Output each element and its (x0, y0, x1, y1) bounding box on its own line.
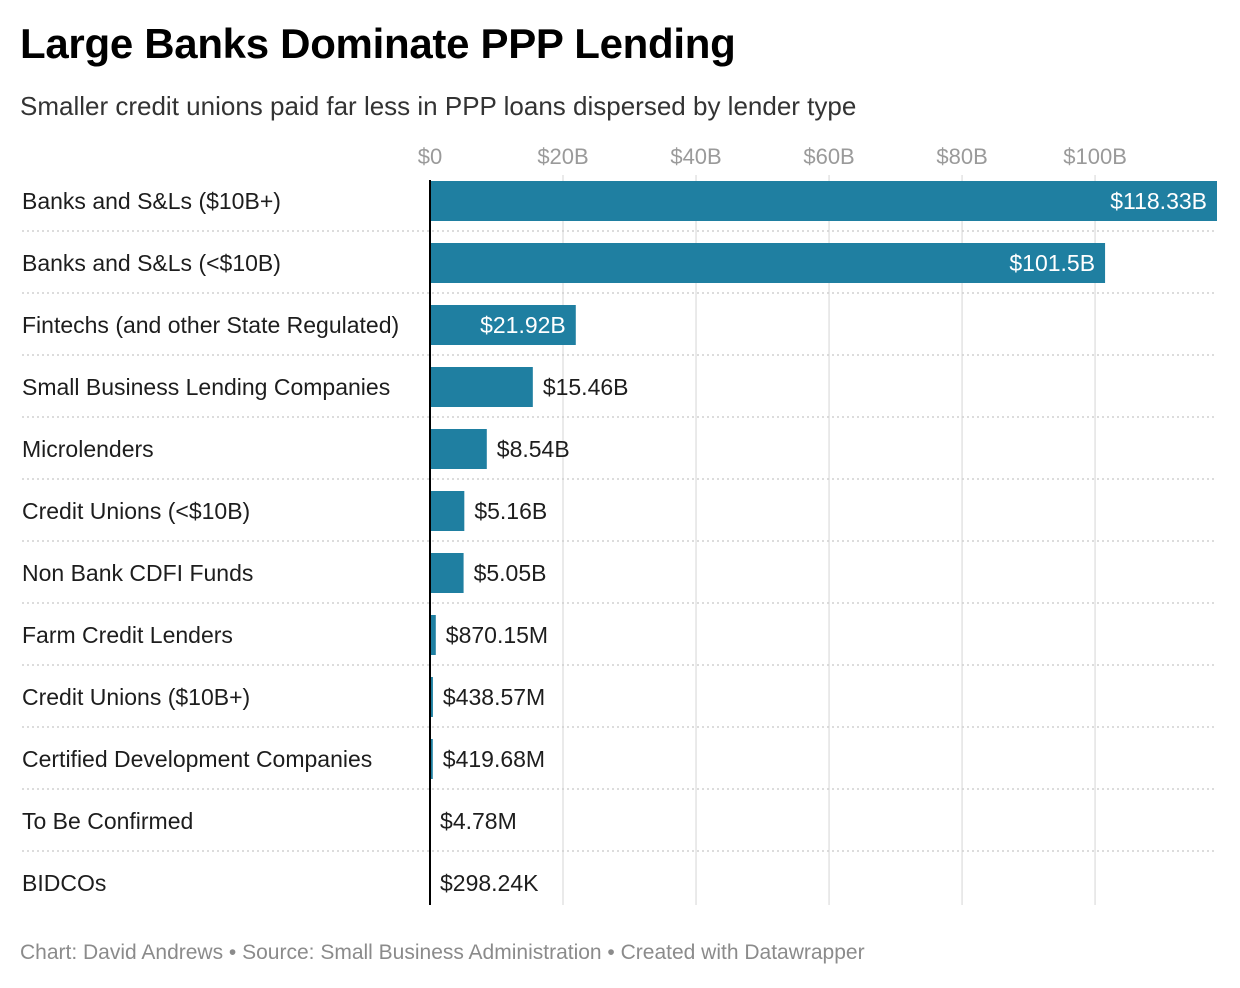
value-label: $870.15M (446, 622, 548, 648)
x-tick-label: $100B (1063, 144, 1127, 169)
value-label: $8.54B (497, 436, 570, 462)
category-label: Banks and S&Ls (<$10B) (22, 250, 281, 276)
category-label: Certified Development Companies (22, 746, 372, 772)
category-label: Credit Unions (<$10B) (22, 498, 250, 524)
category-label: Small Business Lending Companies (22, 374, 390, 400)
category-label: Fintechs (and other State Regulated) (22, 312, 399, 338)
bar (430, 553, 464, 593)
chart-footer: Chart: David Andrews • Source: Small Bus… (20, 941, 865, 964)
value-label: $5.05B (474, 560, 547, 586)
chart-title: Large Banks Dominate PPP Lending (20, 20, 736, 67)
bar (430, 429, 487, 469)
bar (430, 181, 1217, 221)
bar (430, 615, 436, 655)
category-label: BIDCOs (22, 870, 106, 896)
category-label: Credit Unions ($10B+) (22, 684, 250, 710)
value-label: $4.78M (440, 808, 517, 834)
value-label: $21.92B (480, 312, 566, 338)
category-label: Non Bank CDFI Funds (22, 560, 253, 586)
bar (430, 367, 533, 407)
x-tick-label: $80B (936, 144, 987, 169)
x-tick-label: $20B (537, 144, 588, 169)
category-label: Microlenders (22, 436, 154, 462)
bar (430, 677, 433, 717)
chart-subtitle: Smaller credit unions paid far less in P… (20, 91, 857, 121)
bar (430, 739, 433, 779)
value-label: $15.46B (543, 374, 629, 400)
category-label: Banks and S&Ls ($10B+) (22, 188, 281, 214)
category-label: To Be Confirmed (22, 808, 193, 834)
value-label: $5.16B (474, 498, 547, 524)
x-tick-label: $0 (418, 144, 442, 169)
value-label: $419.68M (443, 746, 545, 772)
bar (430, 305, 576, 345)
bar (430, 491, 465, 531)
x-tick-label: $60B (803, 144, 854, 169)
bar (430, 243, 1106, 283)
value-label: $101.5B (1009, 250, 1095, 276)
category-label: Farm Credit Lenders (22, 622, 233, 648)
value-label: $298.24K (440, 870, 539, 896)
value-label: $118.33B (1110, 188, 1207, 214)
x-tick-label: $40B (670, 144, 721, 169)
value-label: $438.57M (443, 684, 545, 710)
